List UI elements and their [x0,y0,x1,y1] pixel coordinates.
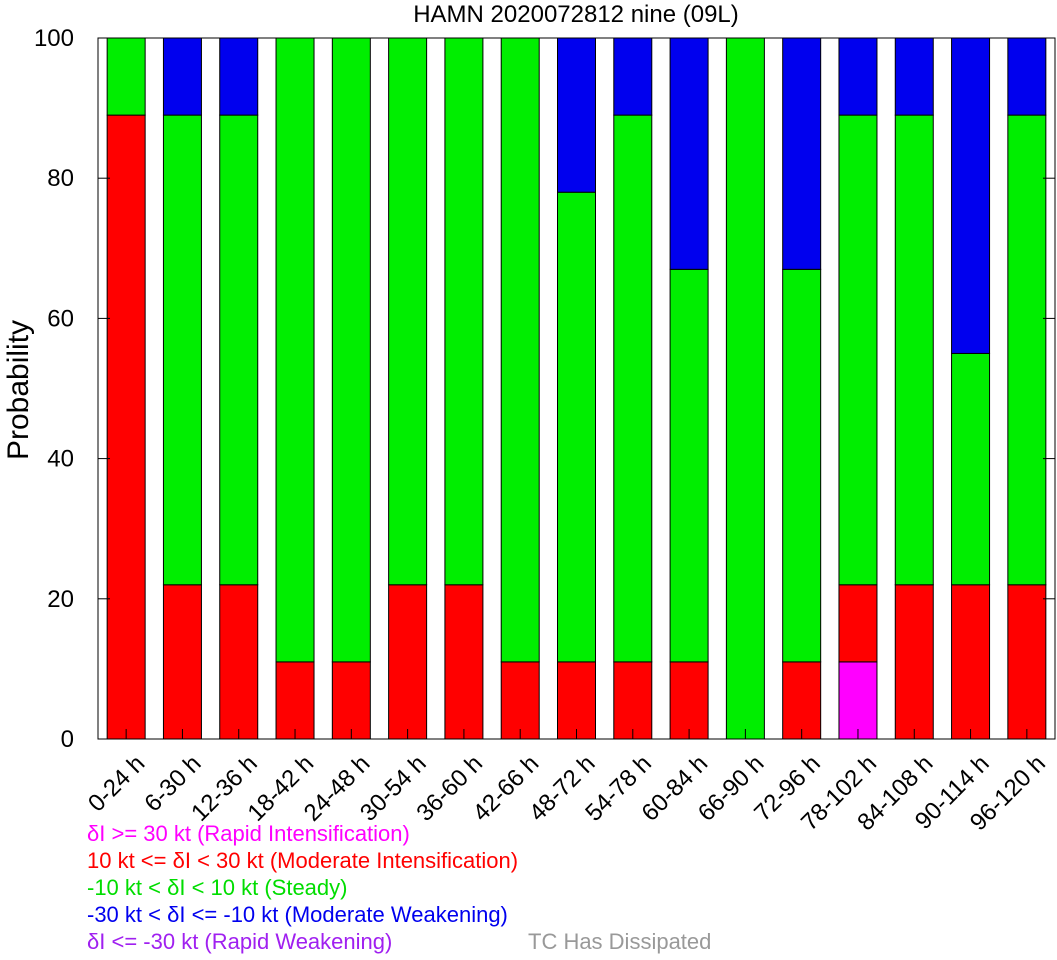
bar-6-30-h-moderate-intensification [162,584,202,740]
bar-48-72-h-moderate-weakening [557,37,596,193]
legend-entry-moderate-intensification: 10 kt <= δI < 30 kt (Moderate Intensific… [87,848,519,873]
y-axis-label: Probability [2,320,35,460]
bar-36-60-h-steady [444,37,484,586]
bar-72-96-h-steady [782,268,822,663]
bar-96-120-h-steady [1007,114,1047,586]
bar-12-36-h-moderate-intensification [219,584,259,740]
bar-0-24-h-moderate-intensification [106,114,146,740]
bar-60-84-h-moderate-weakening [669,37,709,270]
legend-entry-rapid-weakening: δI <= -30 kt (Rapid Weakening) [87,929,393,954]
chart-title: HAMN 2020072812 nine (09L) [413,1,739,28]
bar-84-108-h-steady [894,114,934,586]
legend-entry-steady: -10 kt < δI < 10 kt (Steady) [87,875,348,900]
y-tick-label-80: 80 [47,165,74,192]
bar-72-96-h-moderate-intensification [782,661,822,740]
legend-entry-moderate-weakening: -30 kt < δI <= -10 kt (Moderate Weakenin… [87,902,508,927]
bar-6-30-h-steady [162,114,202,586]
bar-36-60-h-moderate-intensification [444,584,484,740]
bar-78-102-h-steady [838,114,878,586]
bar-90-114-h-moderate-weakening [951,37,991,354]
bar-96-120-h-moderate-weakening [1007,37,1047,116]
x-tick-label-0-24-h: 0-24 h [83,750,150,817]
bar-72-96-h-moderate-weakening [782,37,822,270]
bar-78-102-h-rapid-intensification [838,661,878,740]
bar-60-84-h-steady [669,268,709,663]
y-tick-label-60: 60 [47,305,74,332]
y-ticks: 0 20 40 60 80 100 [34,25,1055,753]
legend-entry-rapid-intensification: δI >= 30 kt (Rapid Intensification) [87,821,410,846]
bar-84-108-h-moderate-weakening [894,37,934,116]
bar-84-108-h-moderate-intensification [894,584,934,740]
bar-96-120-h-moderate-intensification [1007,584,1047,740]
bar-18-42-h-steady [275,37,315,663]
y-tick-label-0: 0 [61,726,74,753]
bar-66-90-h-steady [725,37,765,740]
bar-24-48-h-steady [331,37,371,663]
y-tick-label-100: 100 [34,25,74,52]
bar-54-78-h-moderate-intensification [613,661,653,740]
y-tick-label-20: 20 [47,586,74,613]
bar-90-114-h-moderate-intensification [951,584,991,740]
bar-90-114-h-steady [951,352,991,586]
bar-6-30-h-moderate-weakening [162,37,202,116]
bar-42-66-h-moderate-intensification [500,661,540,740]
bars [106,37,1047,740]
bar-12-36-h-moderate-weakening [219,37,259,116]
bar-12-36-h-steady [219,114,259,586]
legend-entry-dissipated: TC Has Dissipated [528,929,712,954]
bar-30-54-h-moderate-intensification [388,584,428,740]
bar-54-78-h-steady [613,114,653,663]
bar-48-72-h-steady [557,191,596,663]
bar-60-84-h-moderate-intensification [669,661,709,740]
legend: δI >= 30 kt (Rapid Intensification) 10 k… [87,820,518,955]
bar-18-42-h-moderate-intensification [275,661,315,740]
bar-78-102-h-moderate-weakening [838,37,878,116]
bar-54-78-h-moderate-weakening [613,37,653,116]
y-tick-label-40: 40 [47,446,74,473]
bar-42-66-h-steady [500,37,540,663]
bar-30-54-h-steady [388,37,428,586]
bar-24-48-h-moderate-intensification [331,661,371,740]
bar-78-102-h-moderate-intensification [838,584,878,663]
bar-0-24-h-steady [106,37,146,116]
bar-48-72-h-moderate-intensification [557,661,596,740]
